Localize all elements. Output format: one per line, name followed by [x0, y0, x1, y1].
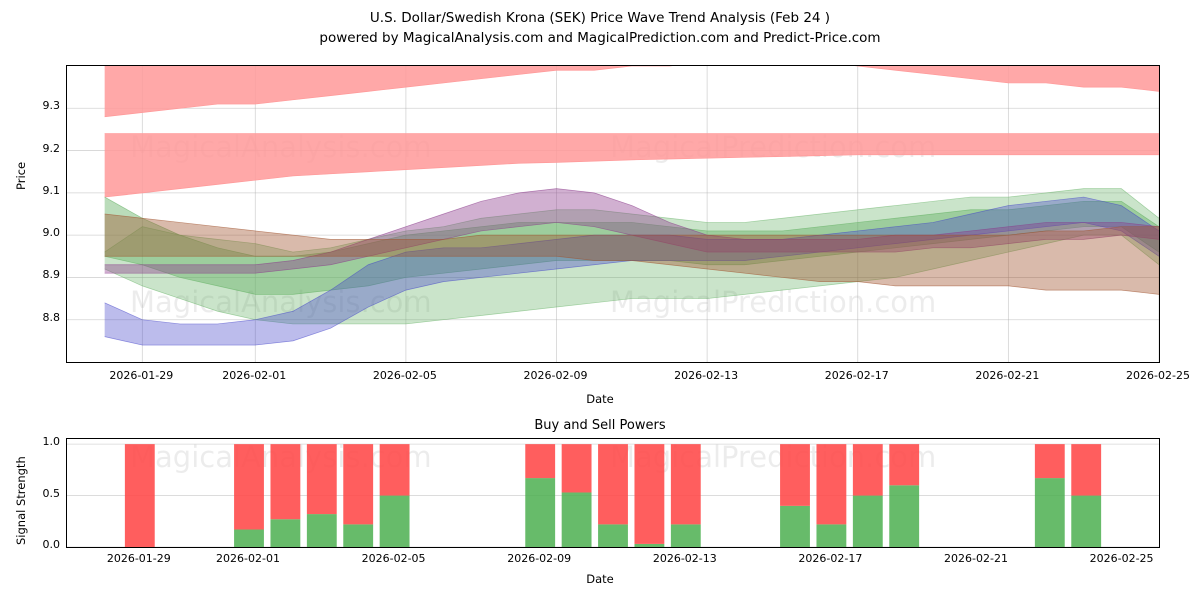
buy-power-bar: [852, 495, 883, 547]
power-xtick-label: 2026-02-21: [944, 552, 1008, 565]
buy-power-bar: [780, 505, 810, 547]
power-xtick-label: 2026-02-01: [216, 552, 280, 565]
buy-power-bar: [343, 524, 374, 547]
sell-power-bar: [124, 444, 155, 547]
buy-power-bar: [1071, 495, 1102, 547]
power-xtick-label: 2026-02-25: [1089, 552, 1154, 565]
price-xtick-label: 2026-02-13: [674, 369, 739, 382]
price-chart-svg: [67, 66, 1159, 362]
sell-power-bar: [561, 444, 592, 493]
power-chart-ylabel: Signal Strength: [14, 456, 28, 545]
title-line-1: U.S. Dollar/Swedish Krona (SEK) Price Wa…: [369, 10, 831, 26]
buy-power-bar: [234, 529, 264, 547]
sell-power-bar: [816, 444, 847, 525]
buy-power-bar: [670, 524, 701, 547]
sell-power-bar: [780, 444, 810, 506]
power-chart-xlabel: Date: [586, 572, 614, 586]
buy-power-bar: [306, 514, 337, 547]
power-xtick-label: 2026-02-17: [798, 552, 863, 565]
price-ytick-label: 9.3: [42, 99, 61, 113]
buy-power-bar: [1034, 478, 1065, 547]
sell-power-bar: [889, 444, 920, 486]
power-chart-title: Buy and Sell Powers: [534, 418, 666, 433]
buy-power-bar: [525, 478, 556, 547]
sell-power-bar: [379, 444, 410, 496]
power-ytick-label: 0.0: [42, 538, 61, 551]
power-xtick-label: 2026-02-05: [361, 552, 426, 565]
buy-power-bar: [561, 492, 592, 547]
sell-power-bar: [343, 444, 374, 525]
power-xtick-label: 2026-02-13: [652, 552, 717, 565]
band-red-upper-band: [104, 66, 1159, 117]
power-xtick-label: 2026-01-29: [106, 552, 171, 565]
power-xtick-label: 2026-02-09: [507, 552, 572, 565]
price-xtick-label: 2026-02-21: [975, 369, 1040, 382]
price-chart-xlabel: Date: [586, 392, 614, 406]
price-xtick-label: 2026-02-09: [523, 369, 588, 382]
price-xtick-label: 2026-02-01: [222, 369, 287, 382]
band-green-wide-band: [104, 188, 1159, 324]
power-ytick-label: 0.5: [42, 486, 61, 500]
power-chart-svg: [67, 443, 1159, 547]
buy-power-bar: [634, 543, 665, 547]
price-ytick-label: 9.0: [42, 226, 61, 240]
band-blue-band: [104, 197, 1159, 346]
sell-power-bar: [525, 444, 556, 479]
buy-power-bar: [889, 485, 920, 547]
price-xtick-label: 2026-02-17: [824, 369, 889, 382]
buy-power-bar: [270, 519, 301, 547]
price-xtick-label: 2026-01-29: [109, 369, 174, 382]
band-red-mid-band: [104, 133, 1159, 198]
sell-power-bar: [234, 444, 264, 530]
sell-power-bar: [270, 444, 301, 520]
title-line-2: powered by MagicalAnalysis.com and Magic…: [319, 30, 881, 46]
sell-power-bar: [598, 444, 628, 525]
band-brown-band: [104, 214, 1159, 295]
buy-power-bar: [598, 524, 628, 547]
buy-power-bar: [379, 495, 410, 547]
power-ytick-label: 1.0: [42, 435, 61, 449]
price-ytick-label: 9.1: [42, 183, 61, 197]
price-ytick-label: 8.8: [42, 310, 61, 324]
price-ytick-label: 9.2: [42, 141, 61, 155]
price-xtick-label: 2026-02-25: [1126, 369, 1190, 382]
price-ytick-label: 8.9: [42, 268, 61, 282]
sell-power-bar: [634, 444, 665, 544]
sell-power-bar: [852, 444, 883, 496]
sell-power-bar: [1034, 444, 1065, 479]
buy-power-bar: [816, 524, 847, 547]
sell-power-bar: [306, 444, 337, 515]
page-title: U.S. Dollar/Swedish Krona (SEK) Price Wa…: [0, 8, 1200, 48]
band-green-upper-band: [104, 197, 1159, 295]
sell-power-bar: [1071, 444, 1102, 496]
price-chart-axes: [66, 65, 1160, 363]
sell-power-bar: [670, 444, 701, 525]
power-chart-axes: [66, 438, 1160, 548]
price-xtick-label: 2026-02-05: [372, 369, 437, 382]
